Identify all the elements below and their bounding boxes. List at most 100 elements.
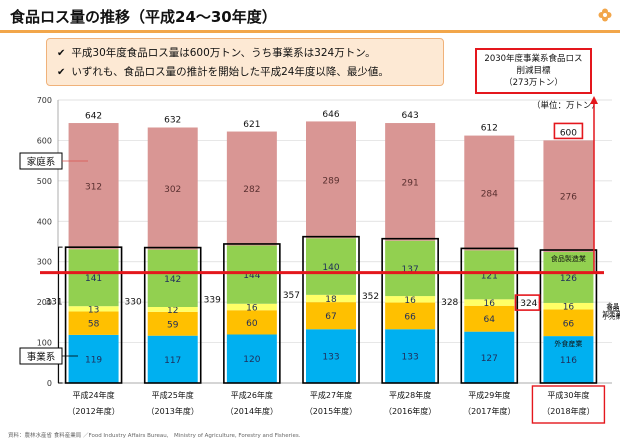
business-highlight-box [514, 294, 541, 311]
business-outline [223, 243, 281, 384]
business-total-label: 357 [283, 291, 300, 301]
business-total-label: 352 [362, 292, 379, 302]
unit-label: （単位：万トン） [532, 100, 600, 111]
bar-segment-wholesale [226, 303, 277, 311]
y-tick-label: 700 [37, 96, 52, 105]
data-label-manufacturing: 144 [243, 271, 260, 281]
data-label-wholesale: 16 [563, 303, 575, 313]
bar-segment-retail [226, 310, 277, 335]
business-total-label: 328 [441, 298, 458, 308]
y-tick-label: 200 [37, 298, 52, 307]
data-label-wholesale: 16 [246, 303, 258, 313]
bar-segment-manufacturing [226, 245, 277, 304]
page-title: 食品ロス量の推移（平成24～30年度） [10, 8, 277, 26]
bar-segment-household [306, 121, 356, 239]
x-tick-year: 平成29年度 [468, 390, 510, 400]
total-label: 642 [85, 111, 102, 121]
inner-label-wholesale-1: 食品 [606, 301, 619, 310]
data-label-manufacturing: 121 [481, 271, 498, 281]
y-tick-label: 400 [37, 217, 52, 226]
data-label-manufacturing: 137 [402, 265, 419, 275]
data-label-household: 289 [322, 176, 339, 186]
summary-text-1: 平成30年度食品ロス量は600万トン、うち事業系は324万トン。 [71, 47, 376, 59]
total-label: 632 [164, 115, 181, 125]
data-label-household: 284 [481, 189, 498, 199]
business-total-label: 339 [204, 295, 221, 305]
data-label-manufacturing: 126 [560, 274, 577, 284]
business-outline [539, 249, 598, 384]
year-highlight-box [531, 385, 606, 424]
bar-segment-wholesale [385, 296, 436, 303]
x-tick-year: 平成26年度 [231, 390, 273, 400]
x-tick-year: 平成24年度 [72, 390, 114, 400]
x-tick-western: （2012年度） [67, 406, 119, 416]
bar-segment-retail [464, 305, 515, 332]
data-label-wholesale: 16 [404, 296, 416, 306]
data-label-household: 302 [164, 185, 181, 195]
bar-segment-restaurant [226, 334, 277, 383]
title-divider [0, 30, 620, 33]
bar-segment-retail [68, 311, 119, 335]
household-group-label: 家庭系 [27, 156, 56, 168]
inner-label-retail-2: 小売業 [602, 311, 620, 320]
data-label-wholesale: 13 [88, 305, 99, 315]
bar-segment-household [385, 123, 436, 241]
data-label-retail: 58 [88, 320, 100, 330]
source-note: 資料：農林水産省 食料産業局 ／Food Industry Affairs Bu… [8, 433, 301, 439]
x-tick-year: 平成25年度 [152, 390, 194, 400]
bar-segment-restaurant [306, 329, 356, 383]
data-label-retail: 60 [246, 319, 258, 329]
bar-segment-manufacturing [385, 240, 436, 297]
y-tick-label: 100 [37, 339, 52, 348]
bar-segment-household [464, 135, 515, 251]
data-label-household: 291 [402, 178, 419, 188]
total-label: 646 [322, 110, 339, 120]
bar-segment-restaurant [385, 329, 436, 383]
data-label-restaurant: 133 [322, 353, 339, 363]
business-total-label: 324 [520, 299, 537, 309]
total-label: 600 [560, 128, 577, 138]
data-label-restaurant: 119 [85, 355, 102, 365]
data-label-household: 276 [560, 193, 577, 203]
data-label-retail: 66 [404, 312, 416, 322]
x-tick-western: （2016年度） [384, 406, 436, 416]
bar-segment-restaurant [68, 334, 119, 383]
y-tick-label: 500 [37, 177, 52, 186]
x-tick-year: 平成30年度 [547, 390, 589, 400]
data-label-restaurant: 116 [560, 356, 577, 366]
business-outline [381, 237, 439, 384]
bar-segment-household [543, 140, 594, 253]
data-label-restaurant: 127 [481, 354, 498, 364]
bar-segment-wholesale [306, 294, 356, 303]
business-outline [460, 247, 519, 384]
total-label: 612 [481, 124, 498, 134]
y-tick-label: 300 [37, 258, 52, 267]
data-label-household: 312 [85, 183, 102, 193]
data-label-wholesale: 12 [167, 306, 178, 316]
summary-box: ✔ 平成30年度食品ロス量は600万トン、うち事業系は324万トン。 ✔ いずれも、… [46, 38, 444, 86]
business-outline [302, 235, 360, 384]
bar-segment-wholesale [543, 302, 594, 310]
bar-segment-manufacturing [306, 238, 356, 295]
bar-segment-household [147, 127, 198, 250]
business-total-label: 331 [45, 297, 62, 307]
data-label-retail: 67 [325, 312, 336, 322]
data-label-restaurant: 120 [243, 355, 260, 365]
bar-segment-restaurant [543, 336, 594, 383]
target-line-1: 2030年度事業系食品ロス [484, 54, 583, 64]
bar-segment-manufacturing [543, 252, 594, 303]
total-label: 643 [402, 111, 419, 121]
bar-segment-household [226, 131, 277, 246]
data-label-manufacturing: 141 [85, 274, 102, 284]
summary-text-2: いずれも、食品ロス量の推計を開始した平成24年度以降、最少値。 [71, 66, 389, 78]
business-group-label: 事業系 [27, 351, 56, 363]
business-outline [64, 246, 123, 384]
target-arrow-head [590, 96, 598, 104]
bar-segment-manufacturing [464, 250, 515, 300]
business-bracket [58, 246, 63, 384]
x-tick-western: （2014年度） [226, 406, 278, 416]
total-highlight-box [553, 122, 584, 140]
flower-logo-icon [598, 8, 612, 22]
target-line-2: 削減目標 [516, 66, 551, 76]
